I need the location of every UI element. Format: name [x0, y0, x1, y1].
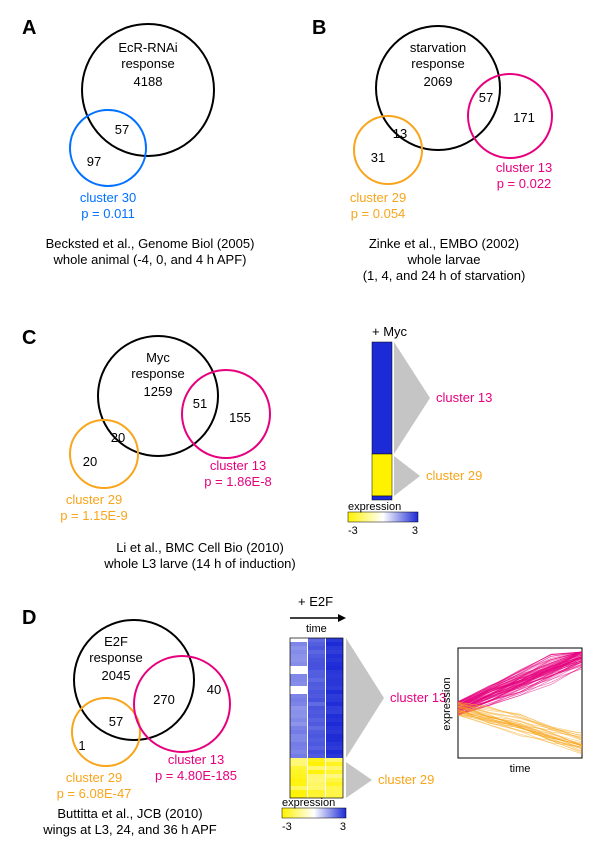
panel-a-letter: A — [22, 17, 36, 39]
heatmap-d: + E2F time cluster 13 cluster 29 express… — [282, 594, 446, 833]
venn-d-right-ov: 270 — [153, 692, 175, 707]
venn-d-left-ov: 57 — [109, 714, 123, 729]
panel-d: D E2F response 2045 57 1 270 40 cluster … — [22, 594, 582, 837]
venn-c-left-label: cluster 29 — [66, 492, 122, 507]
venn-c-big-t1: Myc — [146, 350, 170, 365]
panel-b-caption3: (1, 4, and 24 h of starvation) — [363, 268, 526, 283]
panel-d-caption2: wings at L3, 24, and 36 h APF — [42, 822, 217, 837]
heatmap-c-title: + Myc — [372, 324, 408, 339]
panel-a-caption1: Becksted et al., Genome Biol (2005) — [46, 236, 255, 251]
venn-b-big-t1: starvation — [410, 40, 466, 55]
heatmap-c-scale-min: -3 — [348, 525, 358, 537]
venn-d-left-out: 1 — [78, 738, 85, 753]
venn-b-left-ov: 13 — [393, 126, 407, 141]
venn-b-big-t3: 2069 — [424, 74, 453, 89]
venn-a-p: p = 0.011 — [81, 206, 135, 221]
panel-a: A EcR-RNAi response 4188 57 97 cluster 3… — [22, 17, 254, 267]
venn-c-big-t3: 1259 — [144, 384, 173, 399]
panel-c-caption2: whole L3 larve (14 h of induction) — [103, 556, 296, 571]
venn-d-cluster13 — [134, 656, 230, 752]
venn-b-right-out: 171 — [513, 110, 535, 125]
venn-a-big-t3: 4188 — [134, 74, 163, 89]
heatmap-c-cluster13: cluster 13 — [436, 390, 492, 405]
venn-d-big — [74, 620, 194, 740]
venn-b-cluster13 — [468, 74, 552, 158]
panel-b-caption2: whole larvae — [407, 252, 481, 267]
lineplot-d: expression time — [441, 648, 582, 775]
venn-c-left-ov: 20 — [111, 430, 125, 445]
venn-c-cluster29 — [70, 420, 138, 488]
venn-d-left-label: cluster 29 — [66, 770, 122, 785]
panel-d-letter: D — [22, 607, 36, 629]
venn-c-right-ov: 51 — [193, 396, 207, 411]
venn-c-right-label: cluster 13 — [210, 458, 266, 473]
panel-b-letter: B — [312, 17, 326, 39]
venn-a-big-t2: response — [121, 56, 174, 71]
venn-d-big-t1: E2F — [104, 634, 128, 649]
panel-d-caption1: Buttitta et al., JCB (2010) — [57, 806, 202, 821]
venn-b-left-out: 31 — [371, 150, 385, 165]
heatmap-c-scale-max: 3 — [412, 525, 418, 537]
heatmap-d-scale-max: 3 — [340, 821, 346, 833]
venn-d-big-t2: response — [89, 650, 142, 665]
venn-c-left-p: p = 1.15E-9 — [60, 508, 128, 523]
heatmap-d-cluster13: cluster 13 — [390, 690, 446, 705]
venn-b-left-label: cluster 29 — [350, 190, 406, 205]
venn-c-right-p: p = 1.86E-8 — [204, 474, 272, 489]
venn-a-label: cluster 30 — [80, 190, 136, 205]
panel-c: C Myc response 1259 20 20 51 155 cluster… — [22, 324, 492, 571]
heatmap-c-cluster29: cluster 29 — [426, 468, 482, 483]
venn-a-big-t1: EcR-RNAi — [118, 40, 177, 55]
venn-a-cluster30 — [70, 110, 146, 186]
lineplot-d-y: expression — [441, 677, 453, 730]
venn-d-big-t3: 2045 — [102, 668, 131, 683]
heatmap-c: + Myc cluster 13 cluster 29 expression -… — [348, 324, 492, 537]
lineplot-d-x: time — [510, 763, 531, 775]
venn-a-outside: 97 — [87, 154, 101, 169]
panel-a-caption2: whole animal (-4, 0, and 4 h APF) — [53, 252, 247, 267]
venn-c-big-t2: response — [131, 366, 184, 381]
heatmap-d-sub: time — [306, 623, 327, 635]
heatmap-d-scale-label: expression — [282, 797, 335, 809]
heatmap-d-scale-min: -3 — [282, 821, 292, 833]
venn-c-right-out: 155 — [229, 410, 251, 425]
venn-b-right-p: p = 0.022 — [497, 176, 552, 191]
heatmap-d-cluster29: cluster 29 — [378, 772, 434, 787]
heatmap-d-title: + E2F — [298, 594, 333, 609]
venn-a-overlap: 57 — [115, 122, 129, 137]
panel-b-caption1: Zinke et al., EMBO (2002) — [369, 236, 519, 251]
venn-b-right-label: cluster 13 — [496, 160, 552, 175]
venn-c-left-out: 20 — [83, 454, 97, 469]
venn-d-right-p: p = 4.80E-185 — [155, 768, 237, 783]
venn-b-left-p: p = 0.054 — [351, 206, 406, 221]
venn-d-right-out: 40 — [207, 682, 221, 697]
panel-c-letter: C — [22, 327, 36, 349]
venn-b-right-ov: 57 — [479, 90, 493, 105]
venn-d-right-label: cluster 13 — [168, 752, 224, 767]
venn-c-cluster13 — [182, 370, 270, 458]
heatmap-c-scale-label: expression — [348, 501, 401, 513]
panel-c-caption1: Li et al., BMC Cell Bio (2010) — [116, 540, 284, 555]
panel-b: B starvation response 2069 13 31 57 171 … — [312, 17, 552, 283]
venn-d-left-p: p = 6.08E-47 — [57, 786, 132, 801]
venn-b-big-t2: response — [411, 56, 464, 71]
